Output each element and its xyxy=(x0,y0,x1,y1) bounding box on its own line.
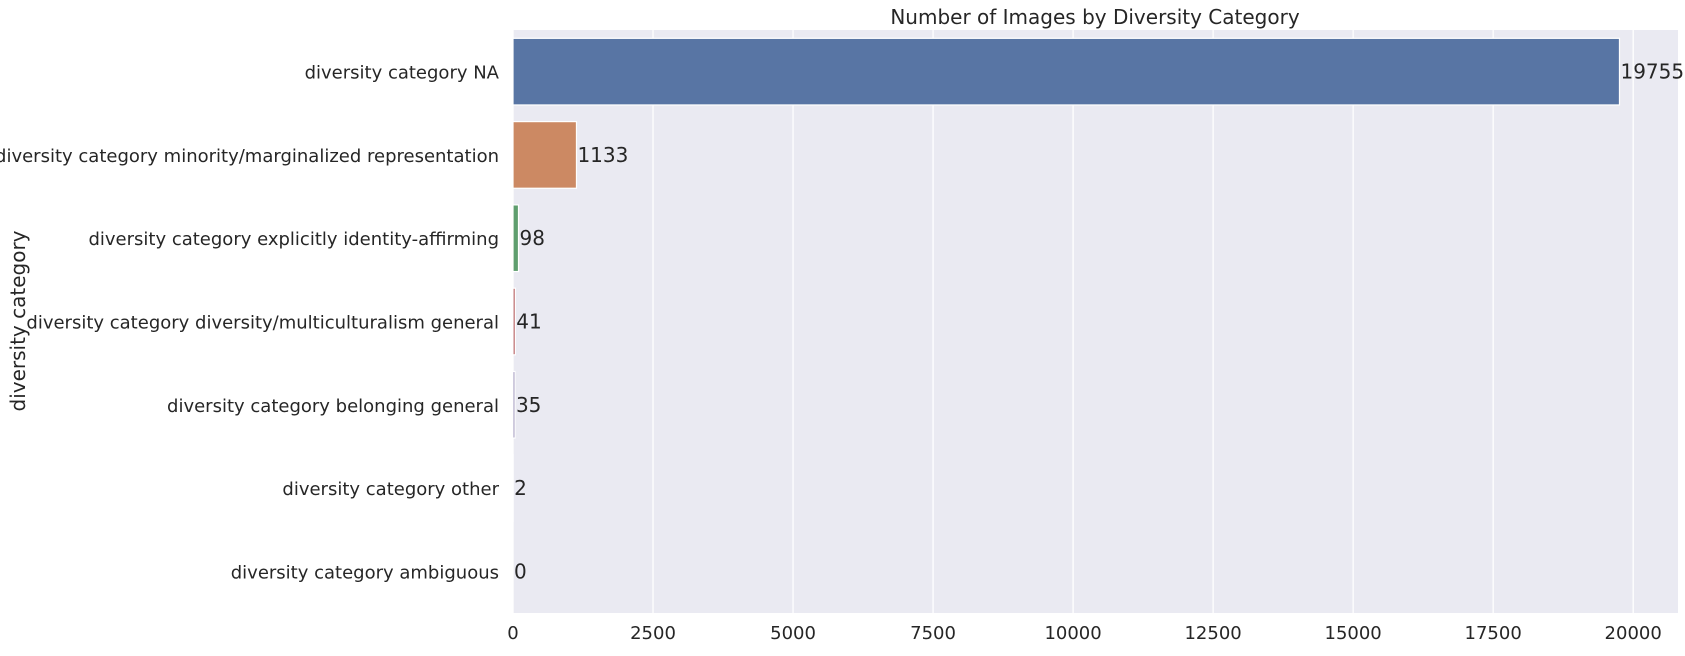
bar-value-label: 41 xyxy=(516,310,541,334)
x-tick-label: 0 xyxy=(507,623,518,644)
x-tick-label: 2500 xyxy=(630,623,676,644)
bar-value-label: 2 xyxy=(514,476,527,500)
x-tick-label: 7500 xyxy=(910,623,956,644)
category-label: diversity category belonging general xyxy=(167,396,499,417)
x-tick-label: 5000 xyxy=(770,623,816,644)
x-tick-label: 20000 xyxy=(1605,623,1662,644)
bar xyxy=(513,38,1619,105)
x-tick-label: 17500 xyxy=(1465,623,1522,644)
x-tick-labels: 0 2500 5000 7500 10000 12500 15000 17500 20000 xyxy=(507,623,1662,644)
bar xyxy=(513,288,515,355)
bar-value-label: 98 xyxy=(519,226,544,250)
category-label: diversity category diversity/multicultur… xyxy=(26,313,499,334)
y-axis-label: diversity category xyxy=(6,230,30,411)
bar-value-label: 35 xyxy=(516,393,541,417)
category-label: diversity category NA xyxy=(305,63,500,84)
x-tick-label: 15000 xyxy=(1325,623,1382,644)
bar xyxy=(513,371,515,438)
bar xyxy=(513,205,518,272)
category-labels: diversity category NA diversity category … xyxy=(0,63,500,584)
bar-value-label: 19755 xyxy=(1620,60,1684,84)
category-label: diversity category explicitly identity-a… xyxy=(88,229,499,250)
plot-background xyxy=(513,30,1678,613)
bar-value-label: 0 xyxy=(514,559,527,583)
category-label: diversity category ambiguous xyxy=(231,562,499,583)
category-label: diversity category other xyxy=(282,479,499,500)
x-tick-label: 10000 xyxy=(1044,623,1101,644)
bar xyxy=(513,122,576,189)
bar-value-label: 1133 xyxy=(577,143,628,167)
x-tick-label: 12500 xyxy=(1184,623,1241,644)
chart-title: Number of Images by Diversity Category xyxy=(890,5,1299,29)
category-label: diversity category minority/marginalized… xyxy=(0,146,499,167)
